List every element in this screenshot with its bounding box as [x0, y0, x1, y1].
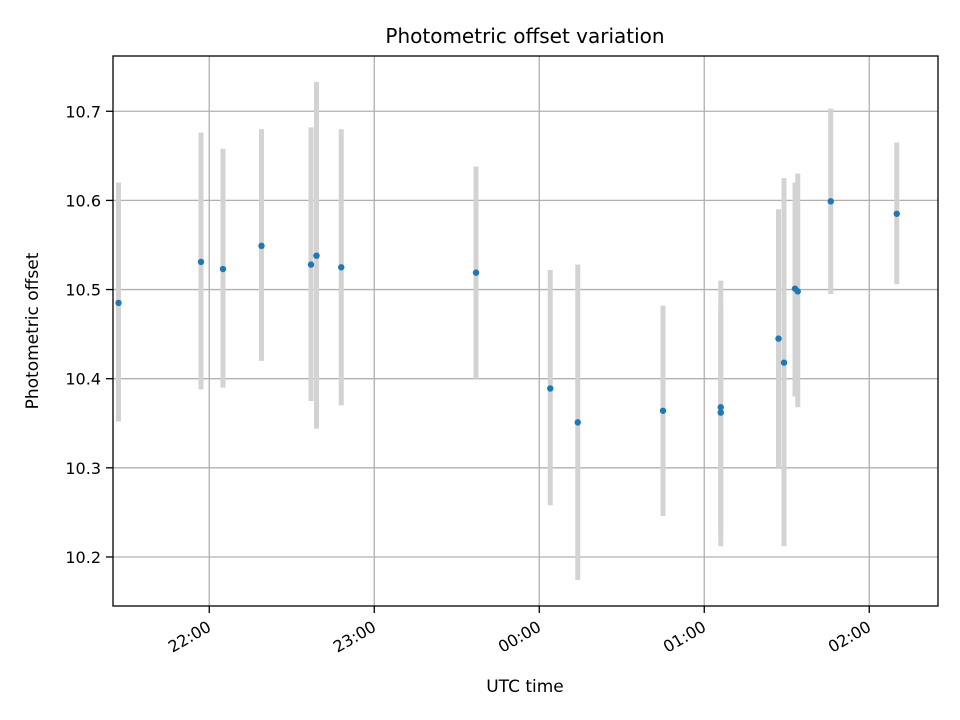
y-tick-label: 10.6	[65, 191, 101, 210]
data-point	[717, 404, 724, 411]
data-point	[472, 269, 480, 276]
y-tick-label: 10.3	[65, 459, 101, 478]
data-point	[307, 261, 315, 268]
y-tick-label: 10.2	[65, 548, 101, 567]
data-point	[659, 407, 667, 414]
chart-title: Photometric offset variation	[385, 24, 664, 48]
data-point	[258, 242, 265, 250]
data-point	[115, 299, 122, 307]
data-point	[717, 409, 724, 416]
grid-layer	[113, 56, 938, 606]
y-tick-label: 10.7	[65, 102, 101, 121]
data-point	[893, 210, 900, 217]
data-point	[794, 288, 801, 295]
data-point	[338, 264, 345, 271]
y-tick-label: 10.4	[65, 370, 101, 389]
point-layer	[115, 198, 900, 426]
plot-frame	[112, 55, 939, 607]
data-point	[574, 419, 581, 426]
data-point	[313, 252, 320, 259]
data-point	[197, 258, 205, 266]
x-axis-label: UTC time	[486, 677, 564, 697]
y-axis-label: Photometric offset	[23, 252, 43, 409]
data-point	[780, 359, 788, 366]
data-point	[827, 198, 834, 205]
data-point	[547, 385, 554, 392]
y-tick-label: 10.5	[65, 281, 101, 300]
data-point	[219, 265, 227, 273]
data-point	[775, 335, 782, 342]
